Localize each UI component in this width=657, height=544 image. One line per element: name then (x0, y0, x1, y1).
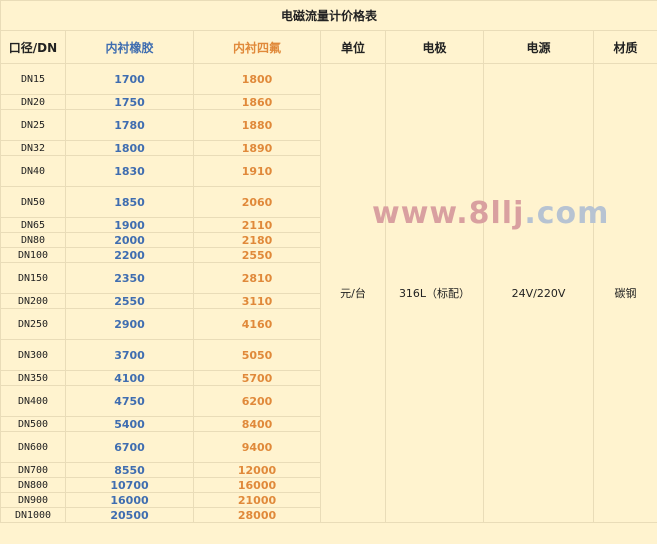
dn-cell: DN80 (0, 232, 66, 248)
ptfe-price: 9400 (193, 431, 321, 463)
ptfe-price: 2060 (193, 186, 321, 218)
ptfe-price: 2550 (193, 247, 321, 263)
table-row: DN500 5400 8400 (0, 416, 657, 432)
table-title: 电磁流量计价格表 (0, 0, 657, 31)
ptfe-price: 1800 (193, 63, 321, 95)
header-power: 电源 (483, 30, 594, 64)
ptfe-price: 6200 (193, 385, 321, 417)
dn-cell: DN500 (0, 416, 66, 432)
dn-cell: DN700 (0, 462, 66, 478)
dn-cell: DN32 (0, 140, 66, 156)
dn-cell: DN200 (0, 293, 66, 309)
dn-cell: DN40 (0, 155, 66, 187)
rubber-price: 6700 (65, 431, 194, 463)
rubber-price: 1800 (65, 140, 194, 156)
ptfe-price: 1890 (193, 140, 321, 156)
dn-cell: DN250 (0, 308, 66, 340)
ptfe-price: 28000 (193, 507, 321, 523)
rubber-price: 20500 (65, 507, 194, 523)
table-row: DN15 1700 1800 元/台 316L（标配） 24V/220V 碳钢 (0, 63, 657, 523)
table-row: DN900 16000 21000 (0, 492, 657, 508)
rubber-price: 1780 (65, 109, 194, 141)
ptfe-price: 1880 (193, 109, 321, 141)
header-dn: 口径/DN (0, 30, 66, 64)
table-row: DN32 1800 1890 (0, 140, 657, 156)
table-row: DN25 1780 1880 (0, 109, 657, 141)
header-ptfe: 内衬四氟 (193, 30, 321, 64)
ptfe-price: 2110 (193, 217, 321, 233)
dn-cell: DN15 (0, 63, 66, 95)
table-row: DN350 4100 5700 (0, 370, 657, 386)
table-row: DN65 1900 2110 (0, 217, 657, 233)
dn-cell: DN20 (0, 94, 66, 110)
ptfe-price: 5700 (193, 370, 321, 386)
table-row: DN150 2350 2810 (0, 262, 657, 294)
dn-cell: DN400 (0, 385, 66, 417)
ptfe-price: 3110 (193, 293, 321, 309)
material-cell: 碳钢 (593, 63, 657, 523)
table-row: DN800 10700 16000 (0, 477, 657, 493)
rubber-price: 10700 (65, 477, 194, 493)
rubber-price: 1700 (65, 63, 194, 95)
dn-cell: DN350 (0, 370, 66, 386)
ptfe-price: 1910 (193, 155, 321, 187)
ptfe-price: 21000 (193, 492, 321, 508)
rubber-price: 3700 (65, 339, 194, 371)
rubber-price: 2550 (65, 293, 194, 309)
rubber-price: 1750 (65, 94, 194, 110)
dn-cell: DN600 (0, 431, 66, 463)
dn-cell: DN800 (0, 477, 66, 493)
unit-cell: 元/台 (320, 63, 386, 523)
rubber-price: 2000 (65, 232, 194, 248)
table-row: DN40 1830 1910 (0, 155, 657, 187)
rubber-price: 16000 (65, 492, 194, 508)
table-row: DN50 1850 2060 (0, 186, 657, 218)
dn-cell: DN25 (0, 109, 66, 141)
ptfe-price: 2810 (193, 262, 321, 294)
ptfe-price: 16000 (193, 477, 321, 493)
ptfe-price: 1860 (193, 94, 321, 110)
rubber-price: 4750 (65, 385, 194, 417)
rubber-price: 1900 (65, 217, 194, 233)
table-row: DN700 8550 12000 (0, 462, 657, 478)
rubber-price: 2350 (65, 262, 194, 294)
dn-cell: DN100 (0, 247, 66, 263)
rubber-price: 2900 (65, 308, 194, 340)
watermark-tld: .com (524, 196, 610, 231)
ptfe-price: 2180 (193, 232, 321, 248)
dn-cell: DN150 (0, 262, 66, 294)
header-unit: 单位 (320, 30, 386, 64)
watermark-domain: www.8llj (372, 196, 525, 231)
rubber-price: 1850 (65, 186, 194, 218)
table-row: DN400 4750 6200 (0, 385, 657, 417)
table-row: DN250 2900 4160 (0, 308, 657, 340)
rubber-price: 1830 (65, 155, 194, 187)
ptfe-price: 12000 (193, 462, 321, 478)
header-rubber: 内衬橡胶 (65, 30, 194, 64)
watermark: www.8llj.com (372, 196, 609, 231)
ptfe-price: 5050 (193, 339, 321, 371)
table-row: DN600 6700 9400 (0, 431, 657, 463)
ptfe-price: 4160 (193, 308, 321, 340)
rubber-price: 2200 (65, 247, 194, 263)
dn-cell: DN300 (0, 339, 66, 371)
price-table: 电磁流量计价格表 口径/DN 内衬橡胶 内衬四氟 单位 电极 电源 材质 DN1… (0, 0, 657, 523)
dn-cell: DN65 (0, 217, 66, 233)
electrode-cell: 316L（标配） (385, 63, 484, 523)
table-row: DN1000 20500 28000 (0, 507, 657, 523)
rubber-price: 4100 (65, 370, 194, 386)
dn-cell: DN900 (0, 492, 66, 508)
dn-cell: DN1000 (0, 507, 66, 523)
rubber-price: 8550 (65, 462, 194, 478)
ptfe-price: 8400 (193, 416, 321, 432)
rubber-price: 5400 (65, 416, 194, 432)
header-material: 材质 (593, 30, 657, 64)
dn-cell: DN50 (0, 186, 66, 218)
header-electrode: 电极 (385, 30, 484, 64)
power-cell: 24V/220V (483, 63, 594, 523)
